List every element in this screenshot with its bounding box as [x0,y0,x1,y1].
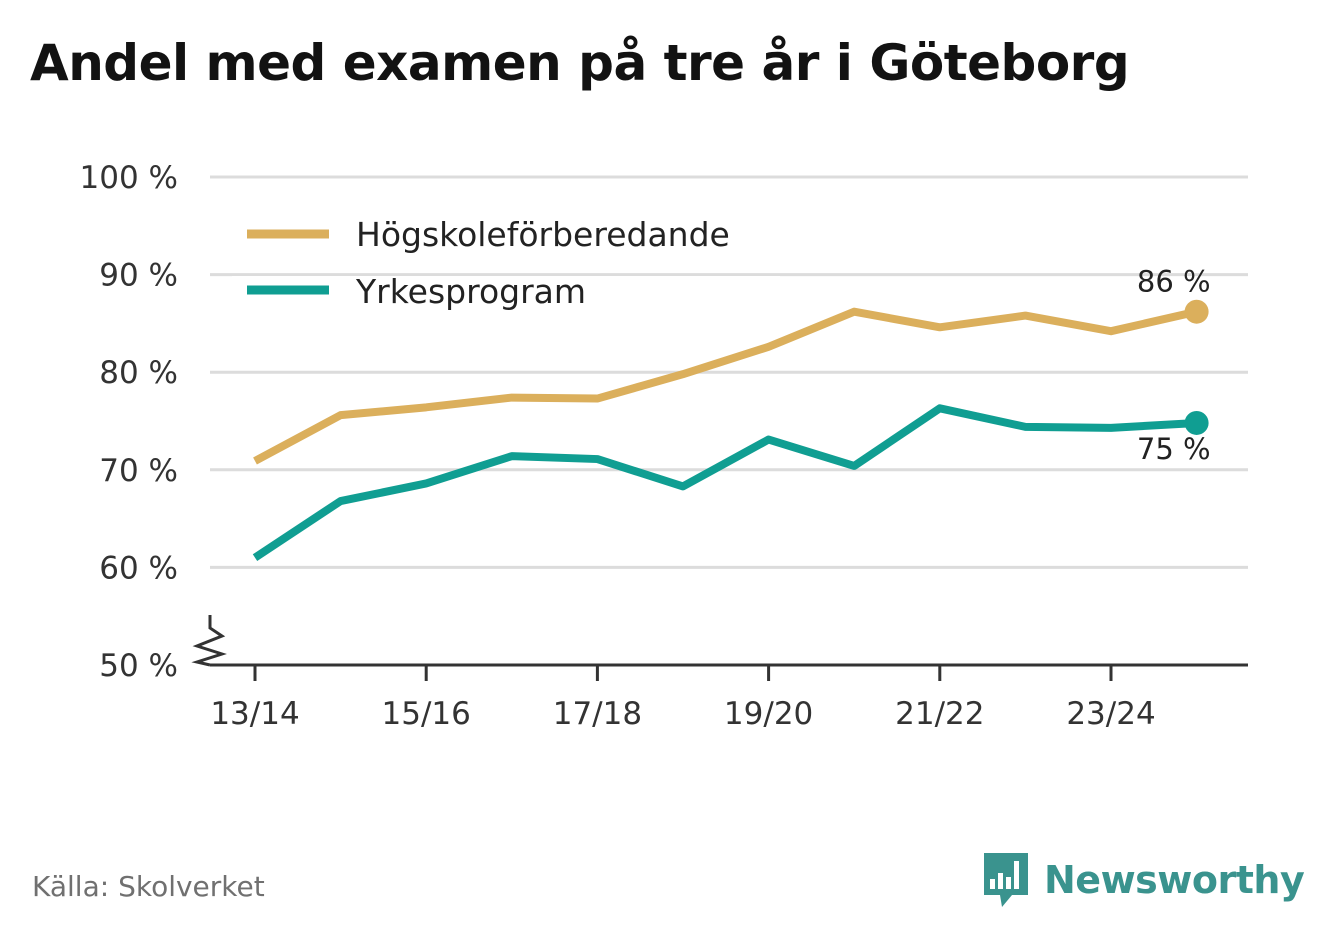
y-tick-label: 80 % [99,355,178,391]
y-tick-label: 70 % [99,453,178,489]
y-tick-label: 90 % [99,258,178,294]
x-tick-label: 21/22 [895,696,984,732]
data-series [252,299,1209,561]
end-label-hogskoleforberedande: 86 % [1137,265,1211,299]
series-line-1 [252,404,1197,561]
y-axis-ticks: 50 % 60 % 70 % 80 % 90 % 100 % [80,160,178,684]
x-tick-label: 17/18 [553,696,642,732]
newsworthy-logo-icon [984,853,1028,907]
brand-name: Newsworthy [1044,858,1305,902]
x-tick-label: 19/20 [724,696,813,732]
legend-label-hogskoleforberedande: Högskoleförberedande [356,215,730,254]
source-note: Källa: Skolverket [32,870,265,903]
x-tick-label: 13/14 [210,696,299,732]
chart-title: Andel med examen på tre år i Göteborg [30,34,1130,92]
x-tick-label: 23/24 [1066,696,1155,732]
y-tick-label: 100 % [80,160,178,196]
end-label-yrkesprogram: 75 % [1137,432,1211,466]
newsworthy-brand: Newsworthy [980,848,1305,912]
legend-label-yrkesprogram: Yrkesprogram [355,272,586,311]
end-labels: 86 % 75 % [1137,265,1211,466]
series-end-marker-1 [1184,410,1209,435]
gridlines [210,175,1248,569]
y-tick-label: 50 % [99,648,178,684]
x-axis [191,615,1248,667]
y-tick-label: 60 % [99,550,178,586]
series-line-0 [253,307,1198,465]
x-tick-label: 15/16 [382,696,471,732]
axis-break-marker [191,615,227,667]
series-end-marker-0 [1184,299,1209,324]
x-axis-ticks: 13/14 15/16 17/18 19/20 21/22 23/24 [210,665,1156,732]
legend: Högskoleförberedande Yrkesprogram [232,207,780,316]
